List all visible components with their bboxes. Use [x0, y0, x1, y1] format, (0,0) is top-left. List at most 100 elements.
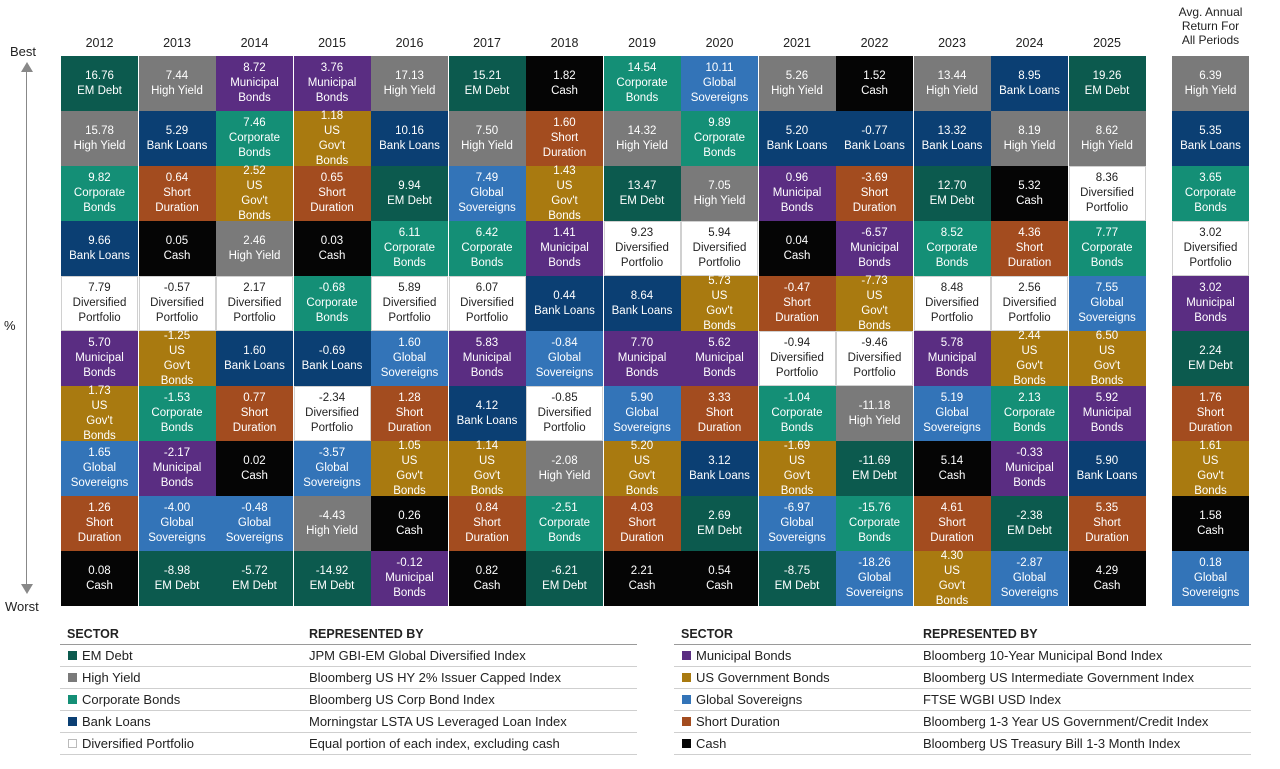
return-value: 4.29 [1095, 564, 1119, 577]
return-value: 9.94 [398, 179, 421, 192]
return-value: 3.33 [708, 392, 731, 404]
sector-name: Short Duration [310, 187, 354, 214]
return-cell: -7.73 US Gov't Bonds [836, 275, 913, 332]
return-value: -0.48 [241, 502, 268, 514]
sector-name: Short Duration [775, 297, 819, 324]
return-cell: -1.69 US Gov't Bonds [758, 440, 836, 497]
sector-name: Global Sovereigns [225, 517, 284, 544]
percent-label: % [4, 318, 16, 333]
legend-swatch [682, 673, 691, 682]
sector-name: Short Duration [542, 132, 587, 159]
return-value: -11.69 [858, 454, 891, 467]
sector-name: US Gov't Bonds [315, 124, 349, 167]
sector-name: Municipal Bonds [152, 462, 202, 489]
year-header: 2021 [783, 36, 811, 50]
return-value: 1.65 [88, 447, 111, 459]
legend-left: SECTOR REPRESENTED BY EM Debt JPM GBI-EM … [60, 624, 637, 755]
return-value: -0.57 [163, 282, 191, 294]
year-header: 2018 [550, 36, 579, 50]
return-cell: -1.25 US Gov't Bonds [138, 330, 216, 387]
sector-name: Global Sovereigns [535, 352, 594, 379]
return-value: -5.72 [241, 564, 268, 577]
sector-name: High Yield [73, 139, 126, 152]
rank-axis-line [26, 70, 27, 586]
return-value: 17.13 [395, 69, 424, 82]
sector-name: EM Debt [929, 194, 975, 207]
return-cell: 12.70 EM Debt [913, 166, 991, 221]
return-value: 9.66 [88, 234, 111, 247]
sector-name: Corporate Bonds [538, 517, 591, 544]
legend-swatch [682, 695, 691, 704]
return-value: 2.56 [1018, 282, 1041, 294]
avg-header-line: Avg. Annual [1178, 5, 1243, 19]
return-cell: 5.35 Bank Loans [1172, 111, 1249, 166]
return-cell: 0.05 Cash [138, 221, 216, 276]
sector-name: US Gov't Bonds [1090, 344, 1124, 387]
sector-name: Diversified Portfolio [305, 407, 359, 434]
sector-name: US Gov't Bonds [625, 454, 659, 497]
year-header: 2023 [938, 36, 966, 50]
sector-name: Cash [1093, 579, 1121, 592]
return-value: 7.49 [475, 172, 499, 184]
return-value: 0.84 [475, 502, 499, 514]
return-cell: 1.58 Cash [1172, 496, 1249, 551]
return-cell: 0.54 Cash [681, 551, 758, 606]
sector-name: Municipal Bonds [540, 242, 589, 269]
return-cell: 6.39 High Yield [1172, 56, 1249, 111]
return-cell: 6.11 Corporate Bonds [371, 221, 448, 276]
sector-name: Cash [473, 579, 501, 592]
sector-name: Global Sovereigns [613, 407, 671, 434]
return-value: 2.13 [1018, 392, 1041, 404]
return-cell: 3.65 Corporate Bonds [1172, 166, 1249, 221]
sector-name: Cash [1197, 524, 1224, 537]
return-value: 0.44 [553, 289, 576, 302]
return-value: 8.52 [940, 227, 964, 239]
return-cell: 8.62 High Yield [1068, 111, 1146, 166]
return-value: 5.19 [940, 392, 964, 404]
sector-name: US Gov't Bonds [393, 454, 426, 497]
return-value: 1.60 [243, 344, 266, 357]
return-cell: 8.95 Bank Loans [991, 56, 1068, 111]
legend-sector-name: Cash [696, 736, 727, 751]
return-cell: 2.21 Cash [603, 551, 681, 606]
sector-name: Cash [86, 579, 113, 592]
return-value: -2.34 [318, 392, 346, 404]
return-value: 3.12 [708, 454, 731, 467]
return-value: 13.32 [937, 124, 967, 137]
sector-name: Corporate Bonds [771, 407, 823, 434]
return-cell: 0.44 Bank Loans [526, 276, 603, 331]
sector-name: EM Debt [309, 579, 355, 592]
return-cell: 1.18 US Gov't Bonds [293, 110, 371, 167]
return-value: 8.48 [940, 282, 964, 294]
return-value: -15.76 [858, 502, 891, 514]
return-cell: 0.64 Short Duration [138, 166, 216, 221]
legend-row: Global Sovereigns FTSE WGBI USD Index [674, 689, 1251, 711]
sector-name: Diversified Portfolio [537, 407, 592, 434]
return-value: 3.76 [320, 62, 344, 74]
sector-name: Short Duration [852, 187, 897, 214]
sector-name: EM Debt [697, 524, 742, 537]
return-value: 2.21 [630, 564, 654, 577]
return-cell: 2.56 Diversified Portfolio [991, 276, 1068, 331]
return-cell: 1.76 Short Duration [1172, 386, 1249, 441]
sector-name: Corporate Bonds [1081, 242, 1133, 269]
sector-name: EM Debt [154, 579, 200, 592]
return-value: 8.19 [1018, 124, 1041, 137]
return-value: 15.21 [472, 69, 502, 82]
sector-name: US Gov't Bonds [238, 179, 271, 222]
return-cell: 5.78 Municipal Bonds [913, 331, 991, 386]
return-cell: 0.08 Cash [61, 551, 138, 606]
return-value: 5.20 [785, 124, 809, 137]
return-value: 12.70 [937, 179, 967, 192]
return-value: -2.51 [551, 502, 578, 514]
legend-sector-name: Global Sovereigns [696, 692, 803, 707]
return-cell: 1.65 Global Sovereigns [61, 441, 138, 496]
sector-name: Municipal Bonds [617, 352, 667, 379]
legend-index-name: Bloomberg US HY 2% Issuer Capped Index [309, 670, 561, 685]
sector-name: US Gov't Bonds [470, 454, 504, 497]
return-cell: 5.62 Municipal Bonds [681, 331, 758, 386]
return-value: 1.82 [553, 69, 576, 82]
return-value: -0.77 [861, 124, 888, 137]
legend-row: Bank Loans Morningstar LSTA US Leveraged … [60, 711, 637, 733]
return-value: 8.64 [630, 289, 654, 302]
